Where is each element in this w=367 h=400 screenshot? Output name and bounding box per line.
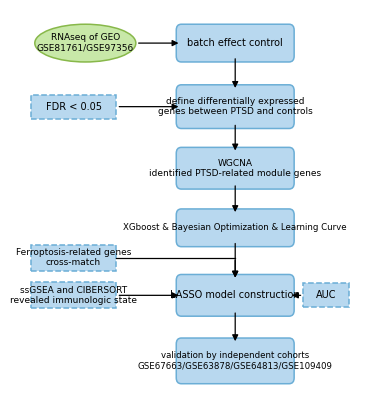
- Text: LASSO model construction: LASSO model construction: [170, 290, 300, 300]
- Text: RNAseq of GEO
GSE81761/GSE97356: RNAseq of GEO GSE81761/GSE97356: [37, 33, 134, 53]
- Text: FDR < 0.05: FDR < 0.05: [46, 102, 102, 112]
- FancyBboxPatch shape: [176, 338, 294, 384]
- FancyBboxPatch shape: [176, 209, 294, 247]
- Text: define differentially expressed
genes between PTSD and controls: define differentially expressed genes be…: [158, 97, 313, 116]
- Text: AUC: AUC: [316, 290, 337, 300]
- FancyBboxPatch shape: [176, 147, 294, 189]
- FancyBboxPatch shape: [176, 24, 294, 62]
- Text: Ferroptosis-related genes
cross-match: Ferroptosis-related genes cross-match: [16, 248, 131, 267]
- FancyBboxPatch shape: [176, 274, 294, 316]
- FancyBboxPatch shape: [176, 85, 294, 128]
- FancyBboxPatch shape: [30, 245, 116, 270]
- FancyBboxPatch shape: [30, 282, 116, 308]
- Text: WGCNA
identified PTSD-related module genes: WGCNA identified PTSD-related module gen…: [149, 158, 321, 178]
- Text: batch effect control: batch effect control: [187, 38, 283, 48]
- Text: XGboost & Bayesian Optimization & Learning Curve: XGboost & Bayesian Optimization & Learni…: [123, 223, 347, 232]
- Text: ssGSEA and CIBERSORT
revealed immunologic state: ssGSEA and CIBERSORT revealed immunologi…: [10, 286, 137, 305]
- Ellipse shape: [35, 24, 136, 62]
- Text: validation by independent cohorts
GSE67663/GSE63878/GSE64813/GSE109409: validation by independent cohorts GSE676…: [138, 351, 333, 370]
- FancyBboxPatch shape: [304, 284, 349, 307]
- FancyBboxPatch shape: [30, 95, 116, 118]
